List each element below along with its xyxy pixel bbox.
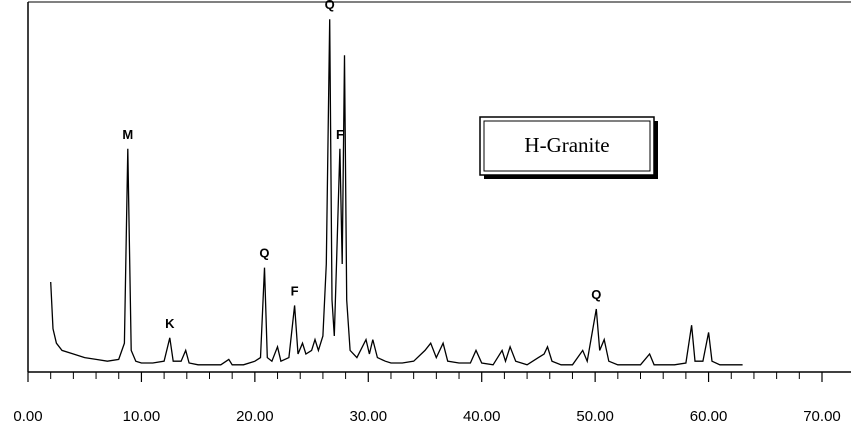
peak-label: Q <box>325 0 335 12</box>
peak-label: K <box>165 316 175 331</box>
x-tick-label: 10.00 <box>123 408 161 425</box>
x-tick-label: 50.00 <box>576 408 614 425</box>
x-tick-label: 30.00 <box>350 408 388 425</box>
legend-box <box>479 116 655 176</box>
legend-inner <box>483 120 651 172</box>
x-tick-label: 20.00 <box>236 408 274 425</box>
xrd-line <box>50 19 743 366</box>
peak-label: F <box>336 127 344 142</box>
peak-label: Q <box>591 287 601 302</box>
x-tick-label: 70.00 <box>803 408 841 425</box>
peak-label: F <box>291 283 299 298</box>
legend: H-Granite <box>479 116 658 179</box>
x-tick-label: 0.00 <box>13 408 42 425</box>
peak-label: Q <box>259 246 269 261</box>
x-tick-label: 60.00 <box>690 408 728 425</box>
legend-label: H-Granite <box>524 133 609 157</box>
x-tick-label: 40.00 <box>463 408 501 425</box>
peak-label: M <box>122 127 133 142</box>
